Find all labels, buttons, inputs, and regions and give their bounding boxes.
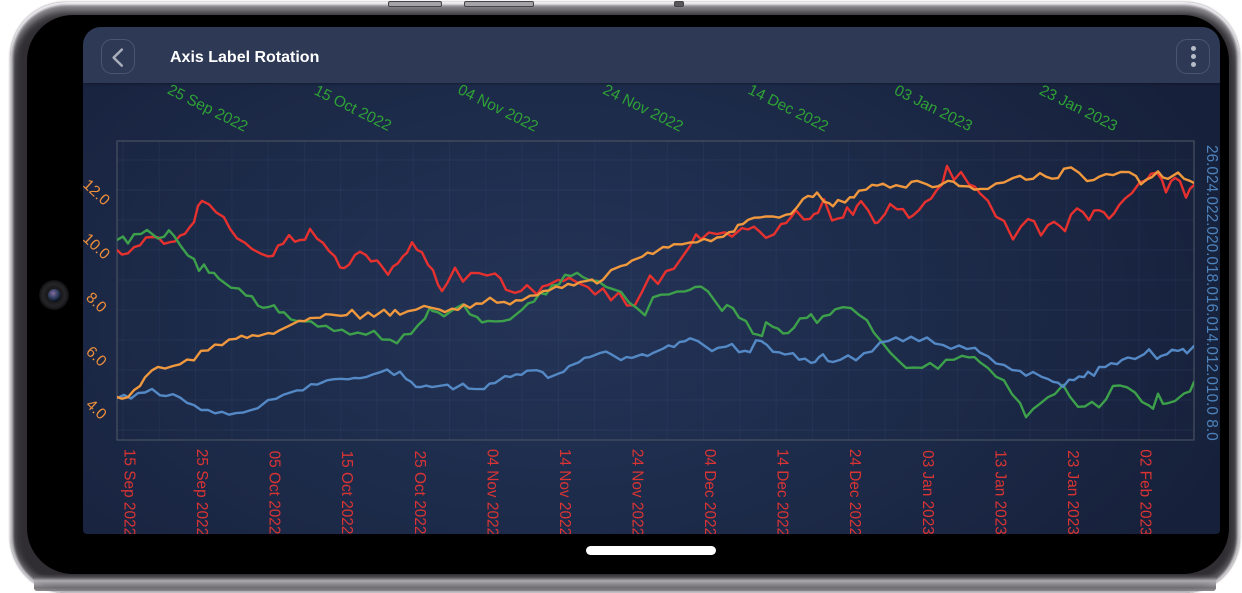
svg-text:22.0: 22.0 <box>1203 205 1220 235</box>
svg-text:26.0: 26.0 <box>1203 145 1220 175</box>
svg-text:23 Jan 2023: 23 Jan 2023 <box>1064 450 1081 534</box>
svg-text:4.0: 4.0 <box>83 396 110 423</box>
svg-text:14 Dec 2022: 14 Dec 2022 <box>745 81 831 135</box>
svg-text:10.0: 10.0 <box>1203 385 1220 415</box>
svg-text:03 Jan 2023: 03 Jan 2023 <box>919 450 936 534</box>
svg-text:20.0: 20.0 <box>1203 235 1220 265</box>
svg-text:14 Nov 2022: 14 Nov 2022 <box>556 449 573 534</box>
svg-text:8.0: 8.0 <box>1203 419 1220 440</box>
svg-text:04 Nov 2022: 04 Nov 2022 <box>455 81 541 135</box>
svg-text:15 Oct 2022: 15 Oct 2022 <box>338 451 355 534</box>
svg-text:04 Nov 2022: 04 Nov 2022 <box>483 449 500 534</box>
svg-text:03 Jan 2023: 03 Jan 2023 <box>891 82 974 135</box>
svg-text:02 Feb 2023: 02 Feb 2023 <box>1137 449 1154 534</box>
svg-text:18.0: 18.0 <box>1203 265 1220 295</box>
svg-text:24.0: 24.0 <box>1203 175 1220 205</box>
svg-text:25 Oct 2022: 25 Oct 2022 <box>411 451 428 534</box>
svg-text:04 Dec 2022: 04 Dec 2022 <box>701 449 718 534</box>
svg-text:6.0: 6.0 <box>83 343 110 370</box>
svg-text:13 Jan 2023: 13 Jan 2023 <box>991 450 1008 534</box>
svg-text:25 Sep 2022: 25 Sep 2022 <box>165 81 251 135</box>
svg-text:25 Sep 2022: 25 Sep 2022 <box>193 449 210 534</box>
svg-text:15 Sep 2022: 15 Sep 2022 <box>121 449 138 534</box>
svg-text:05 Oct 2022: 05 Oct 2022 <box>266 451 283 534</box>
svg-text:23 Jan 2023: 23 Jan 2023 <box>1037 82 1120 135</box>
svg-text:12.0: 12.0 <box>1203 355 1220 385</box>
svg-text:15 Oct 2022: 15 Oct 2022 <box>311 82 394 135</box>
svg-text:8.0: 8.0 <box>83 289 110 316</box>
svg-text:24 Dec 2022: 24 Dec 2022 <box>846 449 863 534</box>
svg-text:10.0: 10.0 <box>83 230 113 263</box>
svg-text:14.0: 14.0 <box>1203 325 1220 355</box>
svg-text:24 Nov 2022: 24 Nov 2022 <box>600 81 686 135</box>
svg-text:16.0: 16.0 <box>1203 295 1220 325</box>
svg-text:14 Dec 2022: 14 Dec 2022 <box>774 449 791 534</box>
svg-text:12.0: 12.0 <box>83 176 113 209</box>
svg-text:24 Nov 2022: 24 Nov 2022 <box>629 449 646 534</box>
